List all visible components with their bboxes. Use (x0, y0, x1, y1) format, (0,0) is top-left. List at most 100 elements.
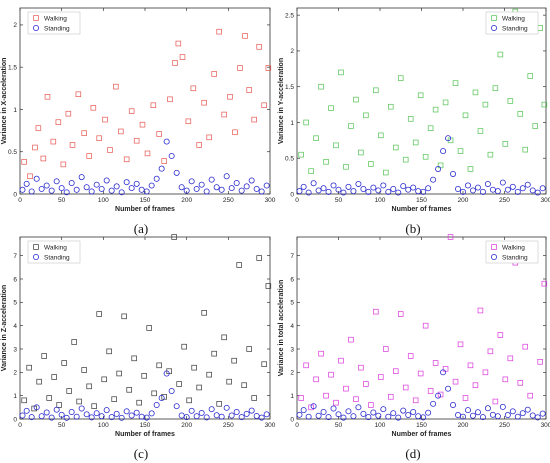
y-tick-label: 3 (290, 346, 294, 353)
y-tick-label: 6 (13, 276, 17, 283)
data-point-standing (19, 186, 26, 193)
x-tick-label: 50 (58, 422, 66, 429)
data-point-standing (499, 179, 506, 186)
data-point-walking (41, 353, 47, 359)
data-point-walking (91, 403, 97, 409)
data-point-standing (410, 184, 417, 191)
data-point-standing (325, 188, 332, 195)
x-tick-label: 300 (541, 197, 550, 204)
data-point-standing (435, 392, 442, 399)
data-point-standing (350, 188, 357, 195)
x-tick-label: 250 (499, 422, 510, 429)
data-point-walking (502, 376, 509, 383)
data-point-standing (83, 184, 90, 191)
data-point-standing (445, 385, 452, 392)
data-point-standing (183, 187, 190, 194)
data-point-standing (539, 410, 546, 417)
x-tick-label: 200 (181, 422, 192, 429)
data-point-standing (420, 414, 427, 421)
data-point-standing (450, 402, 457, 408)
data-point-walking (76, 398, 82, 405)
data-point-walking (388, 103, 394, 110)
data-point-walking (102, 116, 108, 123)
data-point-walking (497, 51, 504, 58)
data-point-walking (338, 357, 344, 364)
data-point-standing (93, 181, 100, 188)
data-point-standing (163, 138, 170, 145)
legend-marker-walking (491, 15, 497, 21)
data-point-walking (116, 370, 122, 377)
data-point-walking (487, 348, 494, 355)
data-point-walking (221, 111, 227, 118)
data-point-walking (236, 262, 242, 268)
data-point-standing (325, 414, 332, 421)
y-tick-label: 2 (290, 370, 294, 377)
data-point-standing (514, 413, 521, 420)
data-point-standing (499, 403, 506, 410)
data-point-standing (305, 413, 312, 420)
data-point-standing (425, 409, 432, 416)
data-point-standing (163, 370, 170, 377)
data-point-walking (532, 123, 538, 129)
legend-label-standing: Standing (502, 25, 528, 32)
y-tick-label: 1 (290, 393, 294, 400)
x-axis-label: Number of frames (392, 431, 452, 438)
data-point-standing (238, 414, 245, 421)
data-point-walking (211, 71, 217, 77)
legend-label-walking: Walking (502, 244, 525, 251)
data-point-walking (241, 382, 247, 388)
y-tick-label: 5 (13, 300, 17, 307)
data-point-standing (263, 182, 270, 189)
data-point-standing (78, 174, 85, 181)
data-point-walking (392, 144, 399, 151)
x-tick-label: 100 (375, 197, 386, 204)
data-point-standing (193, 413, 200, 420)
data-point-standing (113, 410, 120, 417)
data-point-walking (368, 161, 374, 167)
data-point-standing (28, 188, 35, 195)
series-standing (19, 138, 270, 196)
data-point-standing (238, 187, 245, 194)
data-point-walking (141, 373, 147, 379)
x-tick-label: 100 (375, 422, 386, 429)
data-point-standing (258, 414, 265, 421)
data-point-walking (412, 139, 419, 146)
y-tick-label: 7 (13, 253, 17, 260)
data-point-walking (256, 255, 262, 261)
data-point-standing (248, 407, 255, 414)
data-point-standing (173, 403, 180, 410)
data-point-walking (186, 397, 192, 404)
panel-caption: (c) (134, 446, 148, 461)
data-point-standing (450, 170, 457, 177)
data-point-standing (534, 414, 541, 421)
data-point-walking (522, 146, 529, 153)
y-tick-label: 1 (13, 393, 17, 400)
data-point-standing (23, 180, 30, 187)
y-axis-label: Variance in total acceleration (278, 280, 285, 377)
data-point-walking (343, 164, 349, 170)
data-point-walking (477, 307, 484, 314)
data-point-walking (313, 135, 319, 141)
data-point-standing (23, 407, 30, 414)
data-point-walking (51, 374, 57, 380)
data-point-walking (452, 80, 459, 86)
data-point-walking (467, 166, 474, 172)
legend-box (27, 11, 81, 35)
series-standing (296, 135, 546, 196)
data-point-standing (203, 188, 210, 195)
data-point-walking (383, 169, 389, 176)
data-point-walking (139, 121, 146, 128)
data-point-walking (462, 395, 469, 401)
data-point-standing (305, 189, 312, 196)
legend-label-walking: Walking (502, 15, 525, 22)
data-point-walking (106, 348, 112, 355)
x-tick-label: 300 (265, 422, 276, 429)
data-point-walking (60, 161, 67, 168)
data-point-walking (442, 99, 449, 106)
y-tick-label: 2 (290, 48, 294, 55)
data-point-walking (348, 336, 354, 343)
data-point-standing (53, 178, 60, 185)
data-point-walking (113, 83, 119, 90)
series-standing (296, 369, 546, 421)
data-point-walking (363, 112, 369, 119)
